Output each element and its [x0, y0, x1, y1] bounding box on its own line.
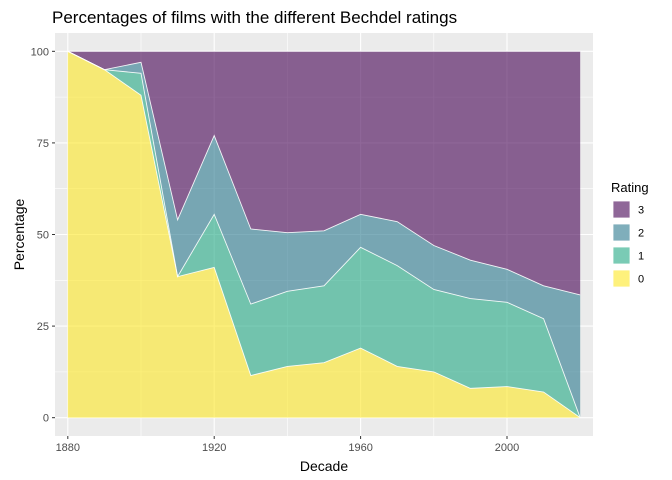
y-tick-label: 25: [37, 321, 49, 333]
legend-key-0: [612, 269, 631, 288]
legend-key-2: [612, 223, 631, 242]
area-outline-rating-2: [67, 50, 581, 296]
area-outline-rating-1: [67, 50, 581, 418]
area-outline-rating-0: [67, 50, 581, 419]
y-tick-label: 75: [37, 138, 49, 150]
x-tick-label: 1960: [348, 442, 372, 454]
x-tick-label: 1920: [202, 442, 226, 454]
y-tick-label: 50: [37, 230, 49, 242]
y-tick-label: 0: [43, 413, 49, 425]
x-tick-label: 1880: [56, 442, 80, 454]
x-axis: 1880 1920 1960 2000: [56, 436, 519, 454]
area-rating-2: [67, 51, 581, 418]
area-rating-1: [67, 51, 581, 418]
area-layers: [67, 51, 581, 418]
area-rating-3: [67, 51, 581, 295]
x-axis-title: Decade: [300, 458, 348, 474]
x-tick-label: 2000: [495, 442, 519, 454]
y-axis-title: Percentage: [11, 198, 27, 270]
legend-key-3: [612, 200, 631, 219]
chart-title: Percentages of films with the different …: [52, 8, 457, 27]
area-outlines: [67, 50, 581, 419]
legend-label-0: 0: [638, 274, 644, 286]
legend: Rating 3 2 1 0: [611, 180, 649, 288]
area-rating-0: [67, 51, 581, 418]
y-tick-label: 100: [31, 46, 49, 58]
legend-title: Rating: [611, 180, 649, 195]
legend-key-1: [612, 246, 631, 265]
legend-label-1: 1: [638, 251, 644, 263]
legend-label-3: 3: [638, 205, 644, 217]
legend-label-2: 2: [638, 228, 644, 240]
y-axis: 0 25 50 75 100: [31, 46, 55, 425]
